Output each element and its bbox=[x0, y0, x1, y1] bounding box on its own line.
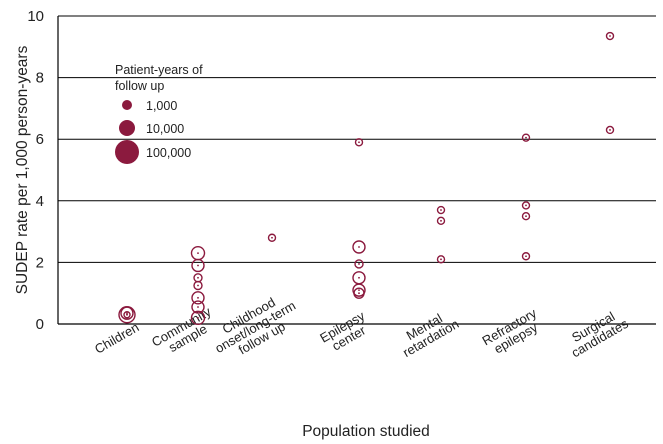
data-point-center bbox=[197, 296, 199, 299]
data-point bbox=[436, 216, 446, 226]
data-point bbox=[267, 233, 277, 242]
y-tick-label: 6 bbox=[36, 131, 44, 148]
data-point-center bbox=[271, 236, 273, 239]
legend-title-line-2: follow up bbox=[115, 79, 164, 93]
data-point-center bbox=[358, 276, 360, 279]
x-axis-title: Population studied bbox=[302, 423, 430, 440]
data-point-center bbox=[197, 316, 199, 319]
data-point bbox=[190, 310, 206, 326]
data-point-center bbox=[197, 306, 199, 308]
data-point bbox=[191, 300, 205, 314]
data-point-center bbox=[126, 313, 128, 316]
y-tick-label: 2 bbox=[36, 254, 44, 271]
data-point bbox=[521, 211, 531, 221]
data-point-center bbox=[609, 129, 611, 131]
x-tick-label-line: Children bbox=[92, 320, 141, 357]
legend-title-line-1: Patient-years of bbox=[115, 63, 203, 77]
y-tick-label: 10 bbox=[27, 8, 44, 25]
data-point-center bbox=[197, 284, 199, 287]
data-point-center bbox=[358, 246, 360, 248]
data-point bbox=[354, 138, 364, 147]
data-point bbox=[605, 125, 615, 135]
x-tick-label: Children bbox=[92, 320, 141, 357]
y-tick-labels: 0 2 4 6 8 10 bbox=[27, 8, 44, 333]
data-point bbox=[191, 291, 205, 305]
data-points bbox=[118, 31, 615, 326]
data-point-center bbox=[197, 252, 199, 255]
y-axis-title: SUDEP rate per 1,000 person-years bbox=[14, 45, 31, 294]
legend-label: 10,000 bbox=[146, 122, 184, 136]
y-tick-label: 0 bbox=[36, 316, 44, 333]
data-point-center bbox=[358, 289, 360, 292]
data-point bbox=[193, 280, 203, 291]
data-point bbox=[352, 240, 366, 254]
data-point bbox=[521, 252, 531, 261]
data-point bbox=[353, 287, 365, 299]
legend-marker bbox=[122, 100, 132, 110]
axes bbox=[57, 16, 656, 325]
data-point-center bbox=[440, 219, 442, 222]
data-point bbox=[521, 133, 531, 142]
data-point bbox=[521, 201, 531, 210]
data-point-center bbox=[358, 141, 360, 144]
data-point bbox=[436, 255, 446, 264]
data-point-center bbox=[525, 255, 527, 258]
data-point bbox=[354, 259, 364, 269]
data-point-center bbox=[358, 263, 360, 265]
data-point bbox=[605, 31, 615, 41]
legend: Patient-years of follow up 1,000 10,000 10… bbox=[115, 63, 203, 164]
data-point-center bbox=[525, 215, 527, 218]
data-point-center bbox=[525, 136, 527, 139]
data-point-center bbox=[609, 35, 611, 37]
data-point bbox=[123, 311, 131, 319]
data-point bbox=[436, 205, 446, 215]
data-point-center bbox=[126, 312, 128, 315]
y-tick-label: 8 bbox=[36, 70, 44, 87]
legend-marker bbox=[119, 120, 135, 136]
legend-label: 1,000 bbox=[146, 99, 177, 113]
data-point-center bbox=[440, 258, 442, 261]
data-point-center bbox=[358, 292, 360, 295]
data-point-center bbox=[197, 276, 199, 279]
data-point-center bbox=[197, 264, 199, 267]
data-point bbox=[352, 283, 366, 297]
data-point bbox=[191, 258, 205, 273]
x-tick-labels: Children CommunitysampleChildhoodonset/lo… bbox=[92, 294, 631, 361]
legend-label: 100,000 bbox=[146, 146, 191, 160]
legend-marker bbox=[115, 140, 139, 164]
data-point-center bbox=[525, 204, 527, 207]
data-point-center bbox=[440, 209, 442, 211]
data-point bbox=[120, 306, 134, 320]
y-tick-label: 4 bbox=[36, 193, 44, 210]
